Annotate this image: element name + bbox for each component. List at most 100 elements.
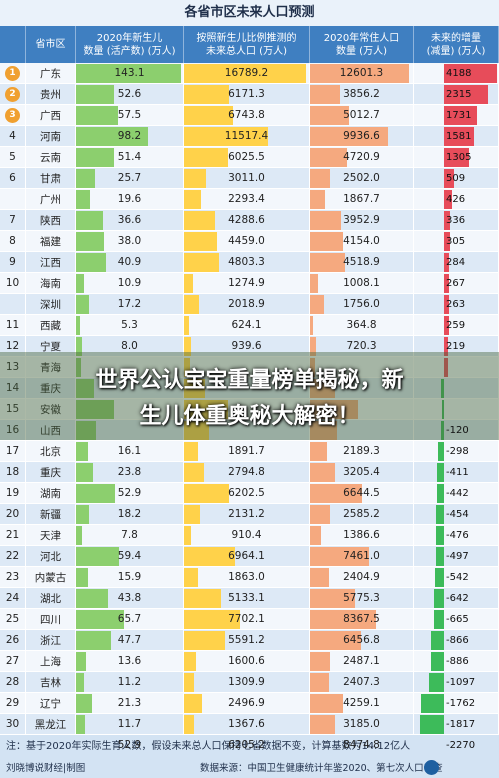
- future-cell: 2496.9: [184, 693, 310, 714]
- table-row: 10 海南 10.9 1274.9 1008.1 267: [0, 273, 499, 294]
- rank-cell: 19: [0, 483, 26, 504]
- future-cell: [184, 420, 310, 441]
- rank-number: 6: [9, 172, 16, 184]
- births-bar: [76, 127, 148, 146]
- resident-value: 720.3: [346, 340, 377, 352]
- future-cell: 5591.2: [184, 630, 310, 651]
- births-value: 52.6: [117, 88, 142, 100]
- headline-line-2: 生儿体重奥秘大解密！: [139, 404, 360, 429]
- future-bar: [184, 274, 193, 293]
- births-cell: 13.6: [76, 651, 184, 672]
- region-cell: 黑龙江: [26, 714, 76, 735]
- births-cell: 17.2: [76, 294, 184, 315]
- births-bar: [76, 715, 85, 734]
- footnote: 注：基于2020年实际生育人数，假设未来总人口保持七省数据不变，计算基数为14.…: [6, 741, 411, 752]
- future-bar: [184, 169, 206, 188]
- rank-number: 21: [5, 529, 20, 541]
- future-bar: [184, 337, 191, 356]
- region-cell: 广东: [26, 63, 76, 84]
- births-cell: 11.2: [76, 672, 184, 693]
- region-cell: 河南: [26, 126, 76, 147]
- rank-cell: 3: [0, 105, 26, 126]
- change-cell: -497: [414, 546, 499, 567]
- births-cell: 18.2: [76, 504, 184, 525]
- future-cell: 624.1: [184, 315, 310, 336]
- change-value: -298: [446, 446, 469, 457]
- resident-value: 3185.0: [343, 718, 380, 730]
- rank-cell: 11: [0, 315, 26, 336]
- resident-value: 4154.0: [343, 235, 380, 247]
- rank-cell: 20: [0, 504, 26, 525]
- region-cell: 江西: [26, 252, 76, 273]
- change-value: 2315: [446, 89, 472, 100]
- births-cell: 40.9: [76, 252, 184, 273]
- future-value: 3011.0: [228, 172, 265, 184]
- future-value: [184, 378, 309, 399]
- future-value: 1274.9: [228, 277, 265, 289]
- table-row: 12 宁夏 8.0 939.6 720.3 219: [0, 336, 499, 357]
- rank-cell: 27: [0, 651, 26, 672]
- births-value: 98.2: [117, 130, 142, 142]
- births-cell: 10.9: [76, 273, 184, 294]
- future-cell: 16789.2: [184, 63, 310, 84]
- page-title: 各省市区未来人口预测: [184, 5, 315, 20]
- change-value: 305: [446, 236, 466, 247]
- region-cell: 甘肃: [26, 168, 76, 189]
- resident-bar: [310, 274, 318, 293]
- rank-cell: 29: [0, 693, 26, 714]
- births-cell: 11.7: [76, 714, 184, 735]
- rank-cell: 30: [0, 714, 26, 735]
- resident-bar: [310, 631, 361, 650]
- resident-value: 8474.8: [343, 739, 380, 751]
- region-cell: 上海: [26, 651, 76, 672]
- rank-number: 27: [5, 655, 20, 667]
- resident-bar: [310, 316, 313, 335]
- rank-cell: [0, 189, 26, 210]
- future-cell: [184, 378, 310, 399]
- resident-bar: [310, 484, 362, 503]
- table-row: 19 湖南 52.9 6202.5 6644.5 -442: [0, 483, 499, 504]
- births-cell: 57.5: [76, 105, 184, 126]
- resident-bar: [310, 421, 337, 440]
- region-name: 黑龙江: [34, 718, 67, 731]
- change-value: -2270: [446, 740, 476, 751]
- change-bar: [444, 316, 449, 335]
- region-cell: 河北: [26, 546, 76, 567]
- future-value: 4288.6: [228, 214, 265, 226]
- region-name: 广州: [40, 193, 61, 206]
- births-bar: [76, 589, 108, 608]
- resident-cell: 5012.7: [310, 105, 414, 126]
- future-bar: [184, 400, 228, 419]
- future-value: 6025.5: [228, 151, 265, 163]
- change-cell: -665: [414, 609, 499, 630]
- region-cell: 福建: [26, 231, 76, 252]
- change-bar: [421, 694, 444, 713]
- births-value: 18.2: [117, 508, 142, 520]
- future-bar: [184, 148, 228, 167]
- resident-bar: [310, 337, 316, 356]
- change-cell: 267: [414, 273, 499, 294]
- change-cell: 305: [414, 231, 499, 252]
- region-cell: 宁夏: [26, 336, 76, 357]
- change-cell: 259: [414, 315, 499, 336]
- future-cell: 7702.1: [184, 609, 310, 630]
- resident-value: 4720.9: [343, 151, 380, 163]
- change-bar: [444, 358, 448, 377]
- births-value: 36.6: [117, 214, 142, 226]
- change-value: -866: [446, 635, 469, 646]
- change-bar: [444, 253, 449, 272]
- change-value: -665: [446, 614, 469, 625]
- headline-line-1: 世界公认宝宝重量榜单揭秘，新: [95, 368, 404, 393]
- births-bar: [76, 316, 80, 335]
- future-cell: 6171.3: [184, 84, 310, 105]
- region-name: 内蒙古: [34, 571, 67, 584]
- change-value: 336: [446, 215, 466, 226]
- resident-cell: [310, 399, 414, 420]
- resident-value: 2585.2: [343, 508, 380, 520]
- rank-cell: 22: [0, 546, 26, 567]
- resident-bar: [310, 64, 409, 83]
- region-name: 甘肃: [40, 172, 61, 185]
- change-cell: -1762: [414, 693, 499, 714]
- change-value: -1762: [446, 698, 476, 709]
